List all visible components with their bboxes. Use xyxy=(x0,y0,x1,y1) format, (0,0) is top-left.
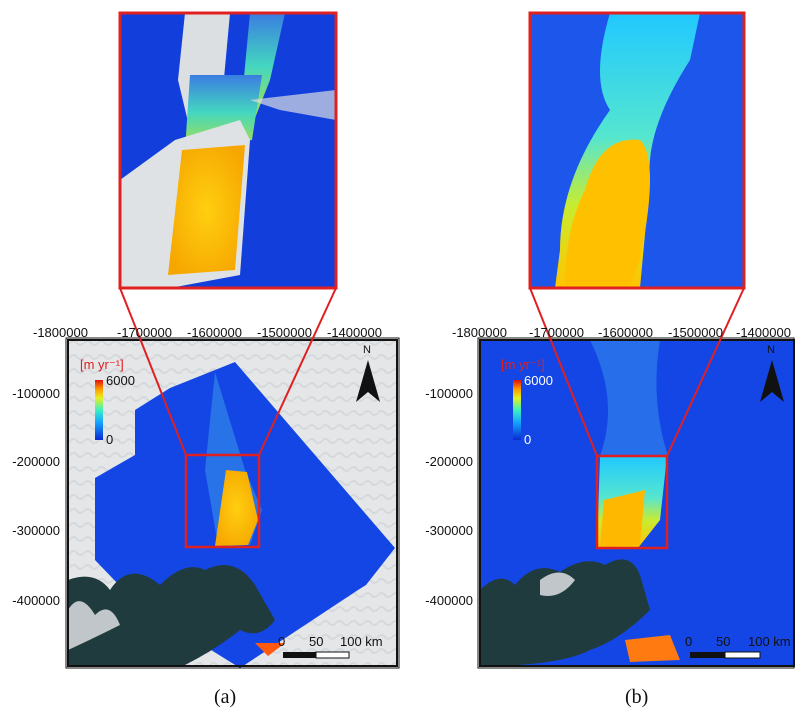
panel-b-scale-label: 50 xyxy=(716,634,731,649)
panel-b-hotspot xyxy=(625,635,680,662)
panel-a-xtick: -1700000 xyxy=(117,325,172,340)
panel-a-colorbar-max: 6000 xyxy=(106,373,135,388)
panel-a-rock xyxy=(68,565,275,666)
panel-a-caption: (a) xyxy=(214,686,237,708)
panel-a-north-arrow xyxy=(356,360,380,402)
panel-a-xtick: -1500000 xyxy=(257,325,312,340)
panel-a-colorbar-min: 0 xyxy=(106,432,114,447)
panel-b-ytick: -300000 xyxy=(425,523,473,538)
panel-b-inset-frame xyxy=(528,11,746,290)
panel-b-inset-box xyxy=(595,454,669,550)
panel-b-map xyxy=(477,337,795,669)
panel-b-colorbar-max: 6000 xyxy=(524,373,553,388)
panel-a-inset-frame xyxy=(118,11,338,290)
panel-b-colorbar xyxy=(513,380,521,440)
panel-b-north-label: N xyxy=(767,344,775,356)
panel-b-colorbar-unit: [m yr⁻¹] xyxy=(501,357,545,372)
panel-b-xtick: -1700000 xyxy=(529,325,584,340)
panel-a-xtick: -1400000 xyxy=(327,325,382,340)
panel-b-ytick: -200000 xyxy=(425,454,473,469)
panel-b-north-arrow xyxy=(760,360,784,402)
panel-a-map xyxy=(65,337,400,669)
panel-a-hotspot xyxy=(255,643,285,656)
panel-a-xtick: -1800000 xyxy=(33,325,88,340)
panel-b-scale-label: 0 xyxy=(685,634,693,649)
panel-b-xtick: -1400000 xyxy=(736,325,791,340)
panel-b-xtick: -1800000 xyxy=(452,325,507,340)
panel-b-colorbar-min: 0 xyxy=(524,432,532,447)
panel-a-xtick: -1600000 xyxy=(187,325,242,340)
panel-b-ytick: -100000 xyxy=(425,386,473,401)
panel-b-caption: (b) xyxy=(625,686,649,708)
panel-a-north-label: N xyxy=(363,344,371,356)
panel-a-inset xyxy=(118,11,338,290)
panel-a-ytick: -300000 xyxy=(12,523,60,538)
panel-a-ytick: -200000 xyxy=(12,454,60,469)
panel-a-colorbar-unit: [m yr⁻¹] xyxy=(80,357,124,372)
panel-b-ytick: -400000 xyxy=(425,593,473,608)
panel-b-xtick: -1500000 xyxy=(668,325,723,340)
panel-a-scale-label: 0 xyxy=(278,634,286,649)
panel-a-scale-label: 50 xyxy=(309,634,324,649)
panel-a-ytick: -400000 xyxy=(12,593,60,608)
panel-b-scale-label: 100 km xyxy=(748,634,791,649)
panel-a-ytick: -100000 xyxy=(12,386,60,401)
panel-b-xtick: -1600000 xyxy=(598,325,653,340)
panel-b-rock xyxy=(480,559,650,666)
panel-a-glacier-fast xyxy=(215,470,258,546)
panel-a-colorbar xyxy=(95,380,103,440)
panel-a-scale-label: 100 km xyxy=(340,634,383,649)
panel-a-inset-box xyxy=(184,453,261,549)
panel-b-inset xyxy=(528,11,746,290)
